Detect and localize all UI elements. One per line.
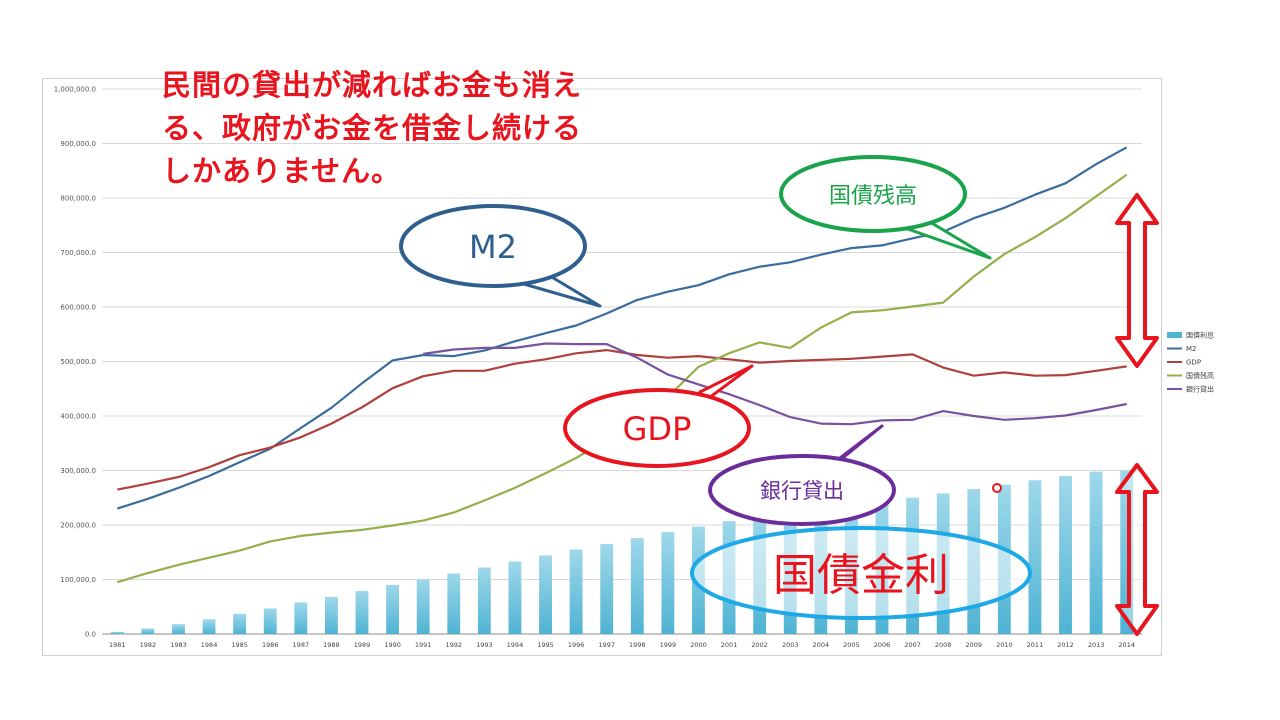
callout-m2: M2 — [399, 204, 602, 308]
y-tick-label: 0.0 — [85, 631, 96, 639]
legend-label: 銀行貸出 — [1186, 385, 1214, 394]
bar-kokusai-rishi — [141, 628, 155, 634]
x-tick-label: 1992 — [445, 641, 462, 649]
x-tick-label: 1986 — [262, 641, 279, 649]
callout-kokusai-zandaka: 国債残高 — [779, 155, 992, 260]
x-tick-label: 2008 — [935, 641, 952, 649]
bar-kokusai-rishi — [172, 624, 185, 634]
x-tick-label: 2002 — [751, 641, 768, 649]
x-tick-label: 2001 — [721, 641, 738, 649]
x-tick-label: 2013 — [1088, 641, 1105, 649]
callout-kokusai-zandaka-label: 国債残高 — [829, 184, 917, 209]
x-tick-label: 1981 — [109, 641, 126, 649]
bar-kokusai-rishi — [355, 590, 369, 634]
bar-kokusai-rishi — [539, 555, 552, 634]
x-tick-label: 2007 — [904, 641, 921, 649]
legend-label: GDP — [1186, 359, 1201, 367]
headline-line-2: る、政府がお金を借金し続ける — [162, 111, 582, 145]
bar-kokusai-rishi — [233, 613, 247, 634]
x-tick-label: 2005 — [843, 641, 860, 649]
x-tick-label: 2003 — [782, 641, 799, 649]
bar-kokusai-rishi — [1059, 475, 1072, 634]
x-tick-label: 1990 — [384, 641, 401, 649]
x-tick-label: 1987 — [293, 641, 310, 649]
x-tick-label: 1991 — [415, 641, 432, 649]
bar-kokusai-rishi — [386, 584, 400, 634]
bar-kokusai-rishi — [324, 596, 338, 634]
x-tick-label: 2000 — [690, 641, 707, 649]
x-tick-label: 2010 — [996, 641, 1013, 649]
bar-kokusai-rishi — [569, 549, 583, 634]
x-tick-label: 1993 — [476, 641, 493, 649]
bar-kokusai-rishi — [110, 631, 124, 634]
y-axis-ticks: 0.0 100,000.0 200,000.0 300,000.0 400,000.0 5… — [54, 86, 96, 639]
bar-kokusai-rishi — [294, 602, 308, 634]
x-tick-label: 1989 — [354, 641, 371, 649]
bar-kokusai-rishi — [263, 608, 277, 634]
bar-kokusai-rishi — [447, 573, 461, 634]
line-ginko-kashidashi — [423, 342, 1127, 426]
x-axis-ticks: 1981 1982 1983 1984 1985 1986 1987 1988 1989 1990… — [109, 641, 1135, 649]
y-tick-label: 500,000.0 — [60, 358, 96, 366]
x-tick-label: 1996 — [568, 641, 585, 649]
x-tick-label: 1995 — [537, 641, 554, 649]
x-tick-label: 2014 — [1118, 641, 1135, 649]
double-arrow-upper — [1115, 193, 1159, 368]
y-tick-label: 400,000.0 — [60, 413, 96, 421]
bar-kokusai-rishi — [661, 532, 675, 634]
y-tick-label: 100,000.0 — [60, 576, 96, 584]
bar-kokusai-rishi — [1089, 471, 1103, 634]
callout-kokusai-kinri-label: 国債金利 — [773, 550, 949, 601]
callout-gdp-label: GDP — [623, 410, 692, 448]
x-tick-label: 2011 — [1027, 641, 1044, 649]
x-tick-label: 1984 — [201, 641, 218, 649]
legend-label: M2 — [1186, 345, 1197, 353]
x-tick-label: 1998 — [629, 641, 646, 649]
y-tick-label: 300,000.0 — [60, 467, 96, 475]
legend-label: 国債利息 — [1186, 331, 1214, 340]
callout-m2-label: M2 — [469, 228, 517, 266]
headline-line-1: 民間の貸出が減ればお金も消え — [162, 68, 582, 102]
bar-kokusai-rishi — [630, 538, 644, 634]
line-gdp — [117, 349, 1127, 491]
callout-ginko-kashidashi: 銀行貸出 — [708, 424, 896, 526]
legend-swatch — [1167, 332, 1182, 338]
x-tick-label: 1982 — [140, 641, 157, 649]
y-tick-label: 600,000.0 — [60, 304, 96, 312]
bar-kokusai-rishi — [600, 544, 614, 634]
y-tick-label: 200,000.0 — [60, 522, 96, 530]
double-arrow-lower — [1115, 463, 1159, 636]
y-tick-label: 1,000,000.0 — [54, 86, 96, 94]
bar-kokusai-rishi — [416, 579, 430, 634]
x-tick-label: 1983 — [170, 641, 187, 649]
y-tick-label: 800,000.0 — [60, 195, 96, 203]
y-tick-label: 700,000.0 — [60, 249, 96, 257]
marker-dot — [992, 483, 1002, 493]
bar-kokusai-rishi — [1028, 480, 1042, 634]
x-tick-label: 1988 — [323, 641, 340, 649]
x-tick-label: 2006 — [874, 641, 891, 649]
headline-line-3: しかありません。 — [162, 154, 401, 188]
x-tick-label: 2004 — [813, 641, 830, 649]
bar-kokusai-rishi — [508, 561, 522, 634]
callout-gdp: GDP — [563, 364, 754, 468]
x-tick-label: 1985 — [231, 641, 248, 649]
y-tick-label: 900,000.0 — [60, 140, 96, 148]
callout-kokusai-kinri: 国債金利 — [690, 526, 1032, 620]
headline: 民間の貸出が減ればお金も消え る、政府がお金を借金し続ける しかありません。 — [162, 68, 582, 188]
legend-label: 国債残高 — [1186, 371, 1214, 380]
x-tick-label: 2009 — [965, 641, 982, 649]
callout-ginko-kashidashi-label: 銀行貸出 — [760, 479, 844, 503]
bar-kokusai-rishi — [202, 619, 216, 634]
bar-kokusai-rishi — [477, 567, 491, 634]
x-tick-label: 2012 — [1057, 641, 1074, 649]
x-tick-label: 1994 — [507, 641, 524, 649]
line-m2 — [116, 146, 1128, 510]
x-tick-label: 1999 — [660, 641, 677, 649]
x-tick-label: 1997 — [598, 641, 615, 649]
